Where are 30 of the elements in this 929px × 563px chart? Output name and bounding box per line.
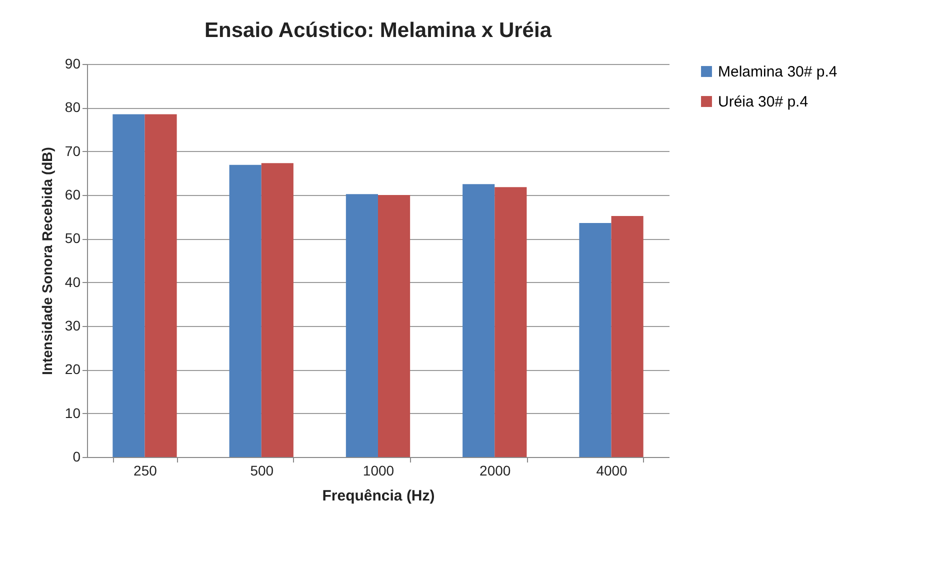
bar: [346, 194, 378, 457]
bar: [378, 195, 410, 457]
y-tick-label: 20: [64, 361, 81, 378]
y-tick-label: 10: [64, 404, 81, 421]
y-tick-label: 70: [64, 142, 81, 159]
bar: [494, 187, 527, 457]
bar: [112, 114, 145, 457]
x-tick-label: 2000: [480, 462, 511, 478]
y-tick-label: 50: [64, 230, 81, 246]
y-tick-label: 80: [64, 99, 81, 116]
bar: [579, 222, 612, 457]
y-tick-label: 60: [64, 186, 81, 202]
bar: [144, 114, 177, 457]
y-tick-label: 30: [64, 318, 81, 334]
y-tick-label: 0: [72, 448, 81, 464]
bar: [462, 184, 495, 457]
x-tick-label: 250: [134, 462, 158, 478]
chart-title: Ensaio Acústico: Melamina x Uréia: [204, 19, 552, 42]
legend-label: Melamina 30# p.4: [718, 64, 838, 80]
x-axis-title: Frequência (Hz): [322, 488, 435, 504]
bar: [229, 164, 262, 457]
x-tick-label: 4000: [596, 462, 628, 478]
bar: [261, 163, 294, 457]
y-axis-title: Intensidade Sonora Recebida (dB): [38, 147, 55, 375]
y-tick-label: 40: [64, 274, 81, 290]
y-tick-label: 90: [64, 56, 81, 72]
legend-label: Uréia 30# p.4: [718, 94, 808, 110]
x-tick-label: 500: [250, 462, 274, 478]
bar: [611, 216, 644, 457]
x-tick-label: 1000: [362, 462, 394, 478]
